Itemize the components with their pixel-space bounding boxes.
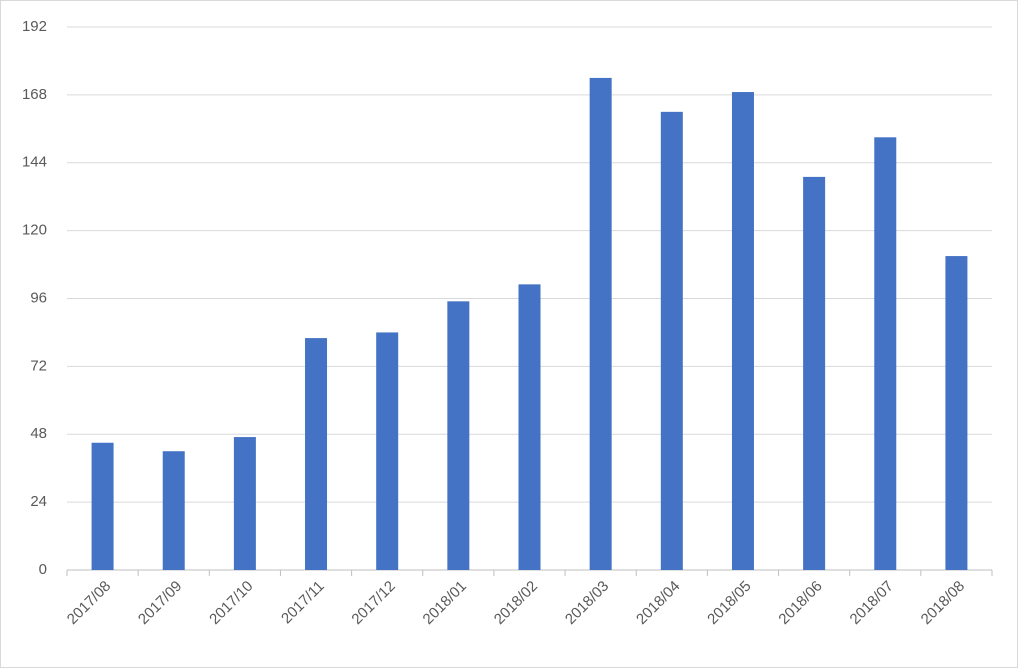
bar bbox=[945, 256, 968, 570]
y-tick-label: 72 bbox=[30, 357, 47, 374]
y-tick-label: 168 bbox=[22, 86, 47, 103]
bar bbox=[731, 92, 754, 570]
bar bbox=[376, 332, 399, 570]
y-tick-label: 24 bbox=[30, 493, 47, 510]
y-tick-label: 96 bbox=[30, 289, 47, 306]
bar bbox=[162, 451, 185, 570]
y-tick-label: 0 bbox=[39, 561, 47, 578]
bar bbox=[803, 176, 826, 570]
bar bbox=[518, 284, 541, 570]
y-tick-label: 120 bbox=[22, 222, 47, 239]
bar bbox=[447, 301, 470, 570]
y-tick-label: 48 bbox=[30, 425, 47, 442]
y-tick-label: 192 bbox=[22, 18, 47, 35]
bar bbox=[233, 437, 256, 570]
bar bbox=[660, 111, 683, 570]
bar bbox=[874, 137, 897, 570]
bar bbox=[91, 442, 114, 570]
bar bbox=[305, 338, 328, 570]
y-tick-label: 144 bbox=[22, 154, 47, 171]
bar bbox=[589, 77, 612, 570]
